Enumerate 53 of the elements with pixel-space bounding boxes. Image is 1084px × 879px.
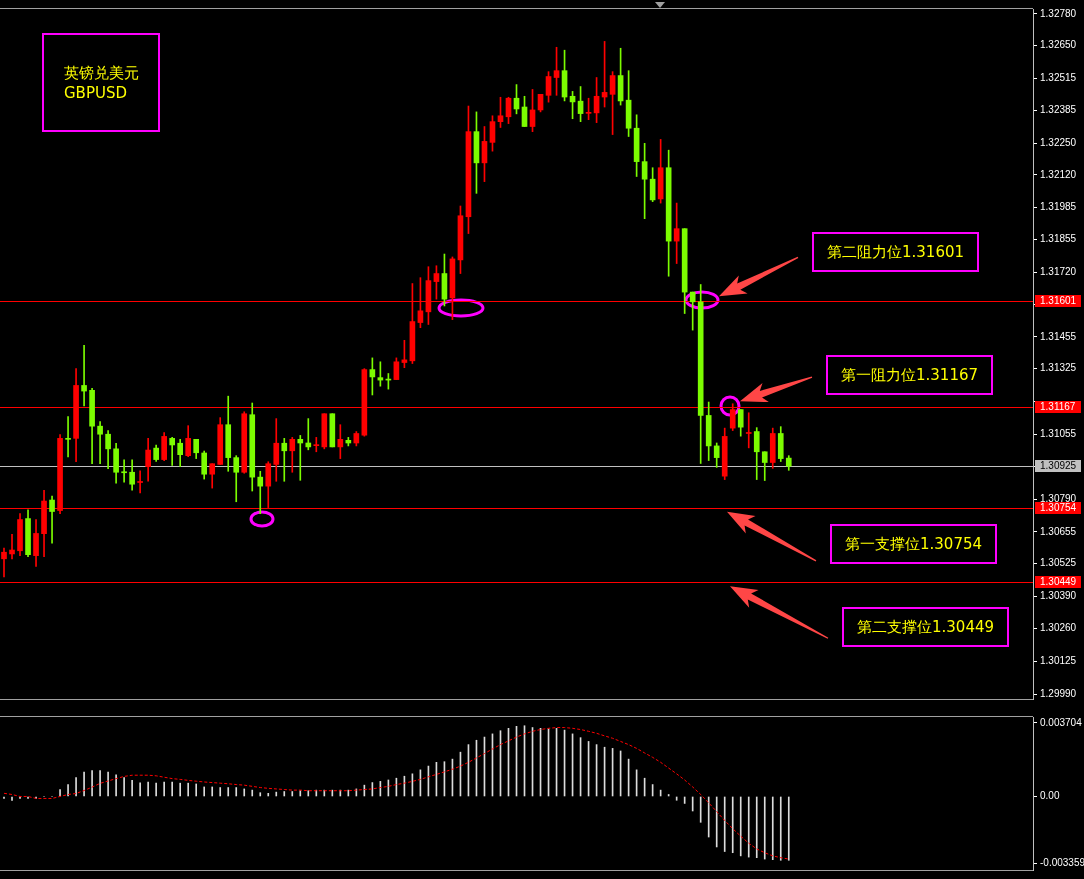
y-tick-label: 1.31055 <box>1040 428 1077 440</box>
frame: 第二支撑位1.30449 <box>842 607 1010 648</box>
line-series <box>3 727 790 860</box>
candlestick <box>49 495 55 544</box>
y-tick-label: 1.29990 <box>1040 687 1077 699</box>
ref-line-label: 1.30925 <box>1040 460 1077 472</box>
candlestick <box>257 470 264 515</box>
y-tick-label: 1.32250 <box>1040 136 1077 148</box>
y-tick-label: 1.30525 <box>1040 557 1077 569</box>
ref-line-label: 1.31601 <box>1040 295 1077 307</box>
frame: 第一阻力位1.31167 <box>826 355 994 396</box>
y-tick-label: 1.30390 <box>1040 590 1077 602</box>
annotation: 第二阻力位1.31601 <box>827 243 965 262</box>
y-tick-label: 1.31325 <box>1040 362 1077 374</box>
y-tick-label: 1.32385 <box>1040 103 1077 115</box>
candlestick <box>281 438 288 482</box>
y-tick-label: 1.31855 <box>1040 233 1077 245</box>
y-tick-label: 0.003704 <box>1040 716 1083 728</box>
annotation: 第一支撑位1.30754 <box>845 534 983 553</box>
y-tick-label: 1.30655 <box>1040 525 1077 537</box>
candlestick <box>81 344 87 407</box>
candlestick <box>121 459 127 483</box>
candlestick <box>137 470 143 494</box>
candlestick <box>65 416 71 458</box>
frame: 第一支撑位1.30754 <box>830 523 998 564</box>
frame: 英镑兑美元 GBPUSD <box>42 33 160 132</box>
ref-line-label: 1.30754 <box>1040 502 1077 514</box>
y-tick-label: 1.31455 <box>1040 330 1077 342</box>
candlestick <box>97 421 103 465</box>
y-tick-label: 1.30790 <box>1040 492 1077 504</box>
candlestick <box>305 418 312 451</box>
candlestick <box>169 437 175 466</box>
ref-line-label: 1.30449 <box>1040 576 1077 588</box>
y-tick-label: 1.32780 <box>1040 7 1077 19</box>
candlestick <box>297 435 304 481</box>
frame: 第二阻力位1.31601 <box>812 232 980 273</box>
y-tick-label: 1.30125 <box>1040 654 1077 666</box>
ref-line-label: 1.31167 <box>1040 401 1076 413</box>
y-tick-label: 1.32650 <box>1040 39 1077 51</box>
y-tick-label: 1.30260 <box>1040 622 1077 634</box>
candlestick <box>745 412 752 449</box>
y-tick-label: 0.00 <box>1040 790 1060 802</box>
candlestick <box>337 424 344 459</box>
candlestick <box>1 547 7 578</box>
y-tick-label: 1.31985 <box>1040 201 1077 213</box>
candlestick <box>313 437 320 453</box>
y-tick-label: 1.32515 <box>1040 72 1077 84</box>
y-tick-label: 1.32120 <box>1040 168 1077 180</box>
annotation: 第二支撑位1.30449 <box>857 618 995 637</box>
y-tick-label: 1.31720 <box>1040 266 1077 278</box>
candlestick <box>9 534 15 560</box>
y-tick-label: -0.003359 <box>1040 856 1084 868</box>
annotation: 第一阻力位1.31167 <box>841 366 979 385</box>
